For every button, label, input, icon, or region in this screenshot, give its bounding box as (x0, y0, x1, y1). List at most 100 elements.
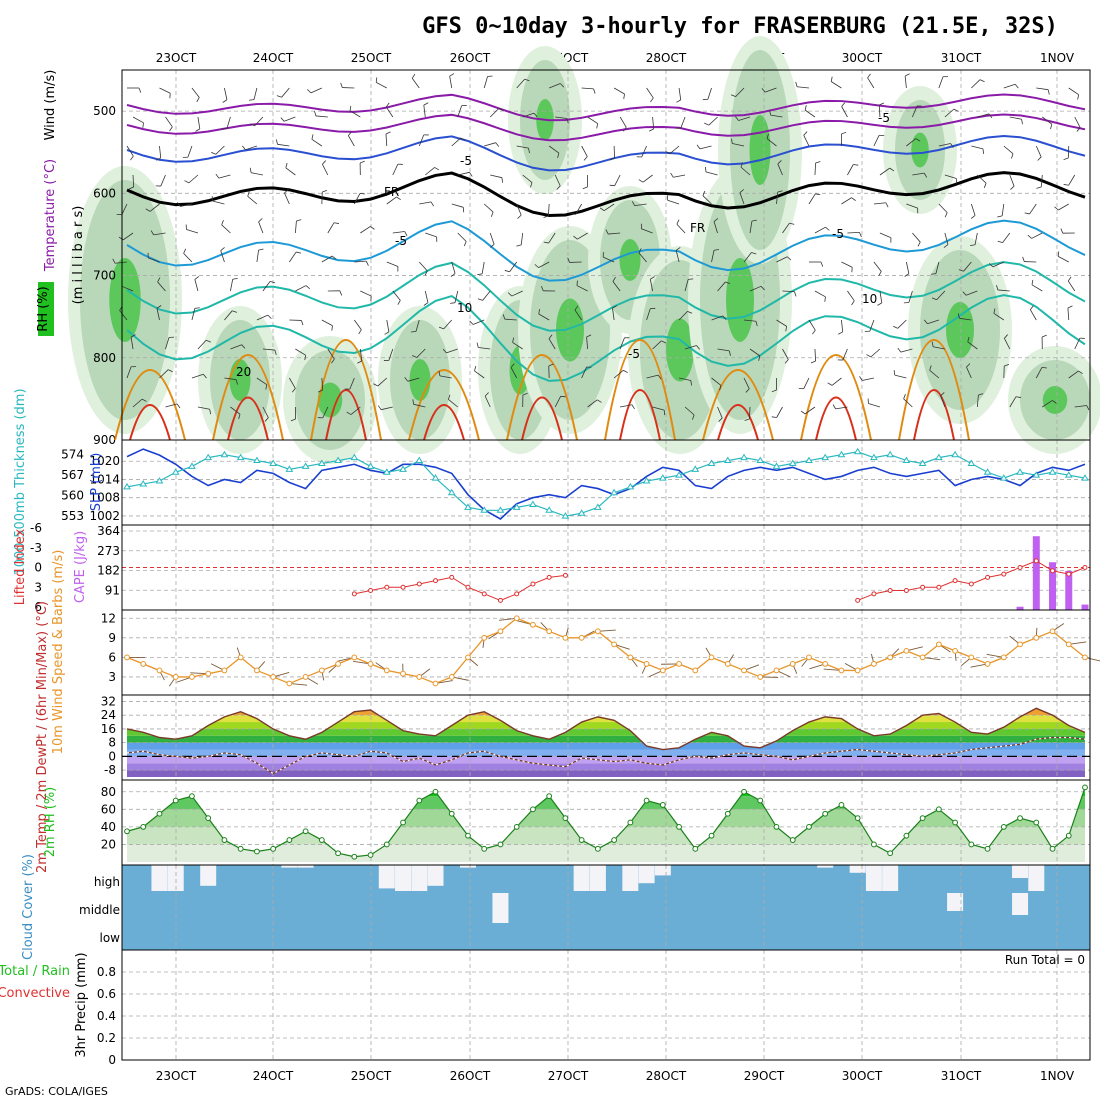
upper-wind-barb-flag (885, 202, 889, 208)
precip-total-label: Total / Rain (0, 964, 70, 979)
upper-wind-barb-flag (528, 148, 530, 154)
upper-wind-barb-flag (442, 348, 447, 354)
bottom-date-label: 29OCT (744, 1069, 785, 1083)
thickness-marker (171, 468, 180, 475)
bottom-date-label: 1NOV (1040, 1069, 1075, 1083)
upper-wind-barb (1009, 174, 1015, 187)
rh-marker (643, 797, 650, 804)
upper-wind-barb-flag (830, 76, 833, 82)
upper-wind-barb (970, 203, 976, 216)
lifted-index-marker (1017, 565, 1023, 570)
upper-wind-barb-flag (583, 156, 588, 161)
upper-wind-barb (419, 201, 432, 205)
upper-wind-barb (1029, 309, 1037, 321)
upper-wind-barb-flag (704, 122, 709, 126)
lifted-index-marker (546, 574, 552, 580)
upper-wind-barb (974, 232, 978, 245)
temp-band (127, 722, 1085, 729)
upper-wind-barb (215, 145, 225, 155)
upper-wind-barb-flag (276, 95, 282, 98)
upper-wind-barb (841, 106, 848, 118)
thickness-marker (220, 450, 229, 458)
upper-wind-barb (963, 261, 972, 272)
rh-band (127, 826, 1085, 845)
rh-shading-dark (317, 382, 343, 418)
rh-axis-label: 2m RH (%) (43, 787, 58, 858)
upper-wind-barb (900, 348, 913, 353)
upper-wind-barb (967, 341, 978, 350)
upper-wind-barb-flag (582, 186, 588, 190)
upper-wind-barb (935, 261, 940, 274)
rh-marker (806, 823, 812, 830)
upper-wind-barb-flag (317, 389, 323, 393)
thickness-marker (399, 465, 407, 472)
y-tick-label: 0.6 (97, 987, 116, 1001)
lifted-index-marker (465, 584, 471, 590)
rh-marker (1017, 815, 1023, 822)
rh-marker (887, 850, 894, 857)
upper-wind-barb-flag (650, 276, 655, 280)
upper-wind-barb-flag (1037, 156, 1042, 161)
upper-wind-barb-flag (794, 291, 797, 297)
y-tick-label: 20 (101, 837, 116, 851)
thickness-marker (496, 506, 505, 513)
upper-wind-barb-flag (412, 355, 417, 358)
upper-wind-barb (1031, 284, 1043, 292)
bottom-date-label: 27OCT (548, 1069, 589, 1083)
upper-wind-barb-flag (560, 83, 565, 88)
upper-wind-barb-flag (311, 134, 314, 140)
lifted-index-marker (936, 584, 942, 590)
wind-speed-marker (124, 654, 130, 661)
rh-legend-swatch (38, 282, 54, 336)
isotherm-orange-arch (310, 339, 382, 441)
top-date-label: 1NOV (1040, 51, 1075, 65)
upper-wind-barb (619, 116, 627, 128)
upper-wind-barb-flag (156, 305, 162, 309)
upper-wind-barb (197, 406, 210, 410)
rh-marker (383, 841, 390, 848)
upper-wind-barb-flag (713, 218, 719, 222)
upper-wind-barb-flag (130, 334, 136, 338)
rh-marker (286, 837, 293, 843)
upper-wind-barb-flag (157, 277, 161, 283)
rh-marker (903, 832, 910, 839)
upper-wind-barb-flag (761, 88, 766, 93)
upper-wind-barb-flag (1063, 184, 1069, 186)
upper-wind-barb-flag (923, 319, 928, 324)
upper-wind-barb-flag (777, 190, 783, 193)
upper-wind-barb-flag (495, 142, 500, 147)
upper-wind-barb (115, 261, 128, 264)
upper-wind-barb-flag (524, 78, 530, 82)
thickness-marker (253, 456, 261, 464)
upper-wind-barb-flag (463, 241, 467, 247)
temp-band (127, 756, 1085, 764)
upper-wind-barb (425, 167, 435, 176)
cloud-bg (122, 865, 1090, 950)
thickness-marker (658, 474, 667, 481)
upper-wind-barb-flag (638, 179, 644, 183)
wind-speed-marker (611, 641, 618, 648)
upper-wind-barb (522, 112, 535, 118)
isotherm-label: -5 (878, 111, 890, 125)
upper-wind-barb (749, 285, 762, 292)
upper-wind-barb (188, 174, 199, 184)
upper-wind-barb-flag (304, 355, 307, 361)
upper-wind-barb (933, 346, 945, 350)
rh-marker (335, 850, 341, 857)
upper-wind-barb-flag (469, 320, 474, 325)
upper-wind-barb-flag (931, 341, 934, 347)
wind-speed-marker (643, 661, 650, 667)
upper-wind-barb-flag (430, 201, 435, 207)
upper-wind-barb (457, 171, 470, 176)
upper-wind-barb-flag (142, 122, 144, 128)
upper-wind-barb (1074, 405, 1087, 408)
cloud-high-bar (882, 865, 899, 891)
upper-wind-barb (489, 232, 495, 245)
upper-wind-barb (504, 318, 517, 321)
upper-wind-barb (684, 406, 695, 416)
isotherm-label: 20 (236, 365, 251, 379)
upper-wind-barb (804, 109, 816, 118)
cloud-high-bar (151, 865, 168, 891)
upper-wind-barb (418, 261, 428, 272)
upper-wind-barb-flag (859, 376, 863, 381)
